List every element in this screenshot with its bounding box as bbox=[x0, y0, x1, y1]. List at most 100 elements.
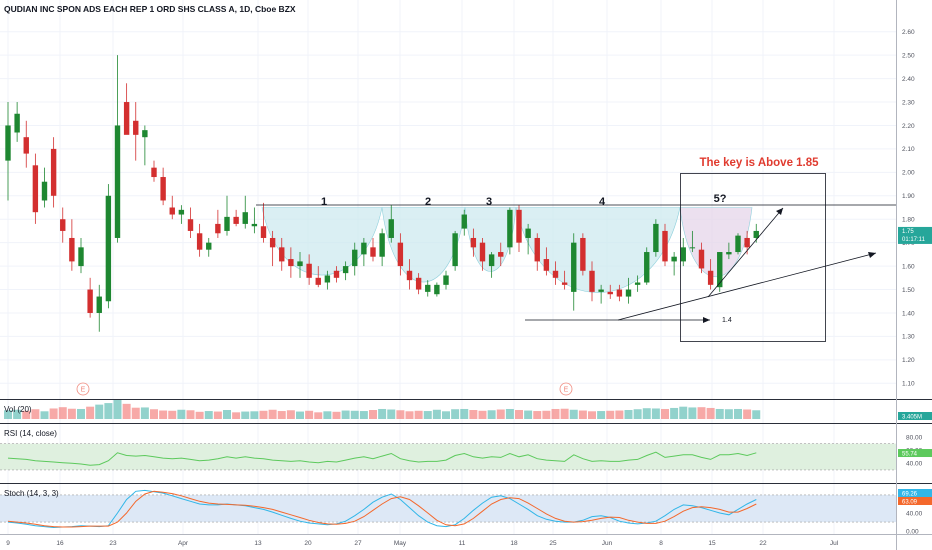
candle[interactable] bbox=[169, 195, 175, 220]
candle[interactable] bbox=[306, 254, 312, 285]
volume-bar bbox=[259, 410, 268, 419]
candle[interactable] bbox=[616, 284, 623, 302]
candle[interactable] bbox=[580, 233, 586, 276]
candle[interactable] bbox=[589, 261, 595, 302]
breakout-arrow-line[interactable] bbox=[707, 207, 784, 298]
candle[interactable] bbox=[333, 266, 340, 283]
candle[interactable] bbox=[78, 237, 84, 274]
candle[interactable] bbox=[443, 270, 449, 290]
candle[interactable] bbox=[242, 195, 248, 229]
candle[interactable] bbox=[498, 242, 504, 267]
candle[interactable] bbox=[425, 280, 431, 297]
candle[interactable] bbox=[707, 259, 714, 290]
candle-body bbox=[196, 233, 203, 250]
candle[interactable] bbox=[671, 252, 677, 276]
candle[interactable] bbox=[196, 223, 203, 257]
candle[interactable] bbox=[598, 284, 604, 304]
candle[interactable] bbox=[41, 167, 48, 208]
candle[interactable] bbox=[370, 237, 376, 262]
candle[interactable] bbox=[269, 230, 276, 267]
candles[interactable] bbox=[5, 55, 759, 332]
candle[interactable] bbox=[516, 205, 522, 253]
candle[interactable] bbox=[479, 237, 486, 271]
candle[interactable] bbox=[735, 233, 741, 255]
candle[interactable] bbox=[206, 237, 212, 257]
volume-bar bbox=[67, 408, 76, 419]
time-axis[interactable]: 9 16 23 Apr 13 20 27 May 11 18 25 Jun 8 15 22 Jul bbox=[6, 540, 839, 547]
candle[interactable] bbox=[571, 233, 577, 311]
candle[interactable] bbox=[634, 275, 641, 292]
candle[interactable] bbox=[452, 230, 458, 271]
candle[interactable] bbox=[507, 207, 513, 255]
candle[interactable] bbox=[543, 247, 550, 276]
stoch-label: Stoch (14, 3, 3) bbox=[4, 489, 59, 498]
candle[interactable] bbox=[50, 137, 57, 208]
earnings-marker-2[interactable]: E bbox=[559, 382, 573, 396]
candle[interactable] bbox=[23, 120, 29, 168]
candle[interactable] bbox=[689, 230, 696, 253]
candle[interactable] bbox=[32, 153, 39, 224]
candle[interactable] bbox=[187, 207, 194, 238]
candle[interactable] bbox=[151, 160, 157, 182]
time-tick-label: 18 bbox=[510, 540, 518, 547]
candle[interactable] bbox=[717, 252, 723, 292]
candle[interactable] bbox=[361, 237, 367, 267]
candle[interactable] bbox=[105, 184, 112, 309]
candle[interactable] bbox=[288, 247, 294, 278]
candle[interactable] bbox=[726, 242, 732, 260]
candle[interactable] bbox=[644, 247, 650, 285]
candle[interactable] bbox=[379, 228, 385, 267]
candle[interactable] bbox=[160, 167, 166, 206]
candle[interactable] bbox=[297, 252, 303, 278]
candle[interactable] bbox=[14, 102, 20, 142]
candle[interactable] bbox=[215, 209, 221, 238]
candle[interactable] bbox=[561, 270, 568, 290]
volume-bar bbox=[22, 410, 31, 419]
candle[interactable] bbox=[698, 242, 705, 274]
candle[interactable] bbox=[133, 102, 139, 161]
focus-rectangle[interactable] bbox=[680, 173, 826, 342]
candle[interactable] bbox=[123, 83, 130, 135]
candle[interactable] bbox=[388, 205, 394, 243]
candle[interactable] bbox=[406, 259, 413, 290]
candle-body bbox=[479, 242, 486, 262]
candle[interactable] bbox=[342, 261, 349, 281]
candle[interactable] bbox=[662, 223, 668, 267]
candle[interactable] bbox=[434, 282, 440, 297]
candle[interactable] bbox=[315, 266, 321, 288]
wave-label-5: 5? bbox=[714, 193, 727, 205]
candle[interactable] bbox=[114, 55, 121, 243]
candle[interactable] bbox=[680, 237, 686, 267]
candle[interactable] bbox=[69, 219, 75, 271]
candle[interactable] bbox=[461, 209, 467, 236]
candle[interactable] bbox=[60, 207, 66, 243]
drawings[interactable]: 1 2 3 4 5? The key is Above 1.85 1.4 bbox=[256, 157, 896, 342]
candle[interactable] bbox=[96, 284, 102, 332]
candle[interactable] bbox=[415, 273, 422, 295]
candle[interactable] bbox=[525, 223, 531, 255]
candle[interactable] bbox=[279, 237, 285, 271]
candle[interactable] bbox=[233, 209, 239, 227]
candle[interactable] bbox=[5, 102, 11, 201]
candle[interactable] bbox=[260, 202, 267, 243]
trend-arrow-head bbox=[868, 252, 876, 258]
candle[interactable] bbox=[552, 261, 559, 285]
volume-bar bbox=[4, 410, 12, 419]
candle[interactable] bbox=[397, 233, 404, 276]
candle[interactable] bbox=[178, 205, 185, 224]
candle-body bbox=[279, 247, 285, 262]
candle[interactable] bbox=[352, 242, 358, 276]
candle[interactable] bbox=[87, 277, 93, 318]
candle[interactable] bbox=[224, 195, 230, 236]
candle[interactable] bbox=[142, 125, 148, 166]
candle[interactable] bbox=[607, 284, 613, 299]
candle[interactable] bbox=[324, 270, 331, 290]
candle[interactable] bbox=[625, 277, 632, 304]
candle[interactable] bbox=[488, 252, 495, 278]
trend-arrow-line[interactable] bbox=[617, 252, 877, 321]
candle[interactable] bbox=[534, 233, 540, 271]
candle[interactable] bbox=[653, 219, 659, 257]
earnings-marker-1[interactable]: E bbox=[76, 382, 90, 396]
candle[interactable] bbox=[251, 207, 258, 234]
candle[interactable] bbox=[470, 228, 477, 257]
